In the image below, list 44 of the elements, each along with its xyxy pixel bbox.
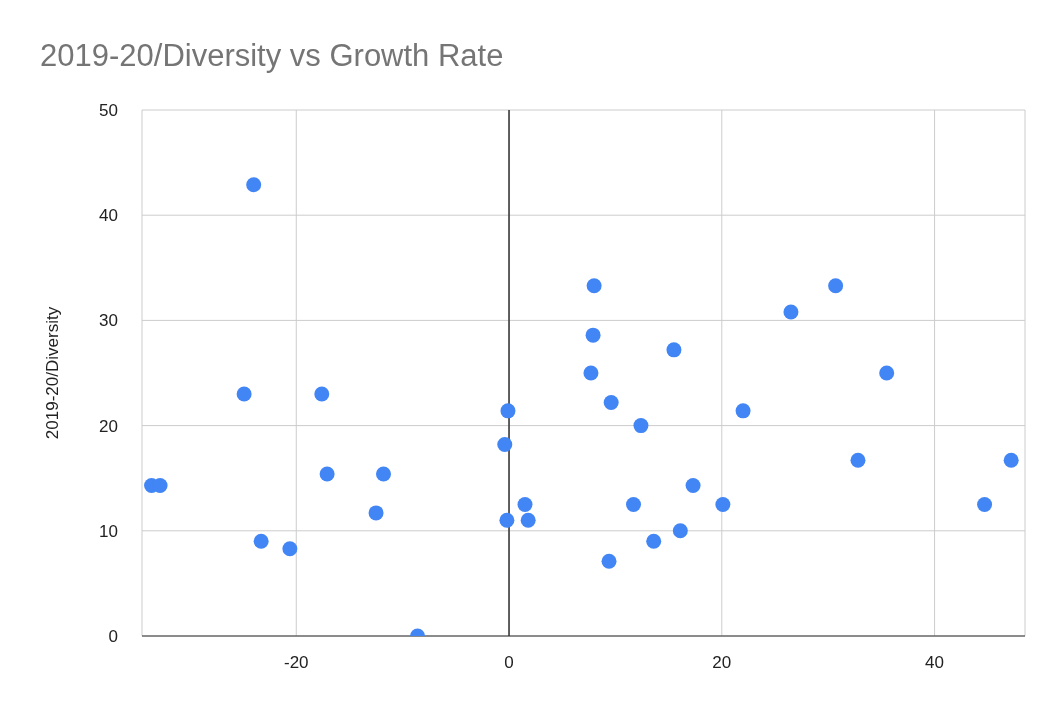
point [850, 452, 866, 468]
point [319, 466, 335, 482]
point [376, 466, 391, 482]
point [685, 478, 701, 494]
point [633, 418, 649, 434]
x-tick-label: 20 [712, 653, 732, 673]
point [828, 278, 844, 294]
point [236, 386, 252, 402]
point [977, 497, 993, 512]
x-tick-label: 40 [925, 653, 945, 673]
y-tick-label: 10 [99, 521, 118, 541]
point [783, 304, 799, 320]
y-axis-title: 2019-20/Diversity [43, 306, 63, 440]
point [1003, 452, 1019, 468]
point [735, 403, 751, 419]
point [603, 394, 619, 410]
point [499, 512, 515, 528]
y-tick-label: 50 [99, 101, 118, 121]
point [879, 365, 895, 381]
point [583, 365, 599, 381]
point [517, 497, 533, 512]
x-tick-label: -20 [283, 653, 309, 673]
point [666, 342, 682, 358]
point [601, 553, 617, 569]
point [497, 437, 513, 453]
point [646, 533, 662, 549]
point [246, 177, 262, 193]
chart-title: 2019-20/Diversity vs Growth Rate [40, 38, 504, 74]
x-tick-label: 0 [504, 653, 514, 673]
point [715, 497, 731, 512]
y-tick-label: 0 [108, 627, 118, 647]
point [368, 505, 384, 521]
point [253, 533, 269, 549]
y-tick-label: 30 [99, 311, 118, 331]
point [500, 403, 516, 419]
point [282, 541, 298, 557]
point [585, 327, 601, 343]
y-tick-label: 40 [99, 206, 118, 226]
point [626, 497, 641, 512]
point [520, 512, 536, 528]
point [672, 523, 688, 539]
point [586, 278, 602, 294]
point [314, 386, 330, 402]
y-tick-label: 20 [99, 416, 118, 436]
